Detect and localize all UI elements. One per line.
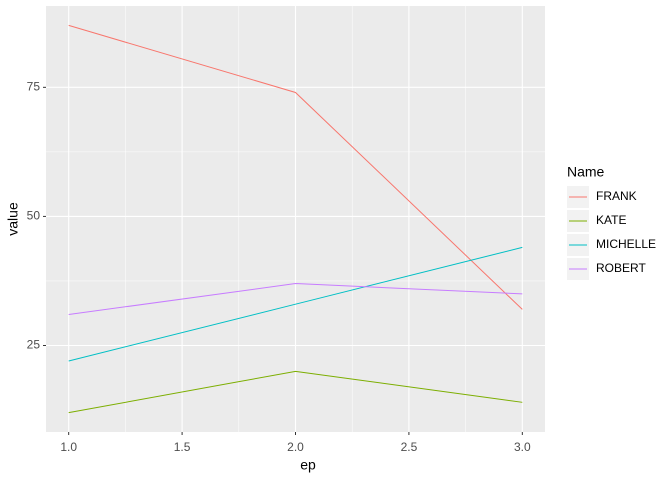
x-tick-label: 2.0	[287, 440, 304, 454]
series-line	[68, 370, 523, 414]
x-tick-label: 1.5	[174, 440, 191, 454]
legend-label: FRANK	[596, 189, 637, 203]
x-tick-label: 3.0	[514, 440, 531, 454]
legend-label: MICHELLE	[596, 237, 656, 251]
x-tick-label: 2.5	[401, 440, 418, 454]
y-tick-label: 50	[27, 209, 41, 223]
x-tick-label: 1.0	[60, 440, 77, 454]
y-axis-label: value	[5, 202, 21, 236]
series-line	[68, 24, 523, 310]
series-line	[68, 283, 523, 316]
y-tick-label: 25	[27, 338, 41, 352]
legend-title: Name	[567, 164, 605, 180]
legend-label: ROBERT	[596, 261, 646, 275]
y-tick-label: 75	[27, 79, 41, 93]
legend-label: KATE	[596, 213, 626, 227]
x-axis-label: ep	[300, 457, 316, 473]
series-line	[68, 246, 523, 362]
